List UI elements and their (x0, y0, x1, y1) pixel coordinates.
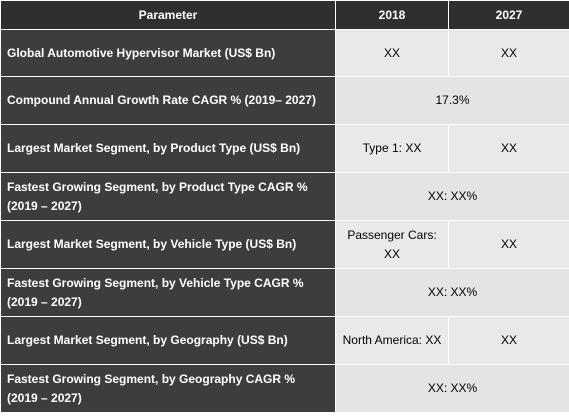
header-row: Parameter 2018 2027 (0, 0, 569, 30)
table-row: Global Automotive Hypervisor Market (US$… (0, 29, 569, 77)
value-2018-cell: North America: XX (335, 316, 449, 365)
table-row: Largest Market Segment, by Product Type … (0, 124, 569, 173)
parameter-cell: Fastest Growing Segment, by Product Type… (0, 172, 336, 221)
table-row: Fastest Growing Segment, by Product Type… (0, 172, 569, 221)
value-2027-cell: XX (448, 316, 569, 365)
value-2018-cell: Type 1: XX (335, 124, 449, 173)
table-row: Largest Market Segment, by Vehicle Type … (0, 220, 569, 269)
value-2027-cell: XX (448, 29, 569, 77)
table-row: Compound Annual Growth Rate CAGR % (2019… (0, 76, 569, 125)
parameter-cell: Largest Market Segment, by Product Type … (0, 124, 336, 173)
parameter-cell: Largest Market Segment, by Geography (US… (0, 316, 336, 365)
parameter-cell: Global Automotive Hypervisor Market (US$… (0, 29, 336, 77)
parameter-cell: Fastest Growing Segment, by Geography CA… (0, 364, 336, 413)
header-parameter: Parameter (0, 0, 336, 30)
merged-value-cell: XX: XX% (335, 364, 569, 413)
table-row: Fastest Growing Segment, by Geography CA… (0, 364, 569, 413)
parameter-cell: Largest Market Segment, by Vehicle Type … (0, 220, 336, 269)
merged-value-cell: XX: XX% (335, 172, 569, 221)
parameter-cell: Fastest Growing Segment, by Vehicle Type… (0, 268, 336, 317)
value-2027-cell: XX (448, 220, 569, 269)
parameter-cell: Compound Annual Growth Rate CAGR % (2019… (0, 76, 336, 125)
value-2018-cell: XX (335, 29, 449, 77)
table-row: Fastest Growing Segment, by Vehicle Type… (0, 268, 569, 317)
value-2018-cell: Passenger Cars: XX (335, 220, 449, 269)
header-2027: 2027 (448, 0, 569, 30)
table-row: Largest Market Segment, by Geography (US… (0, 316, 569, 365)
header-2018: 2018 (335, 0, 449, 30)
merged-value-cell: 17.3% (335, 76, 569, 125)
merged-value-cell: XX: XX% (335, 268, 569, 317)
value-2027-cell: XX (448, 124, 569, 173)
